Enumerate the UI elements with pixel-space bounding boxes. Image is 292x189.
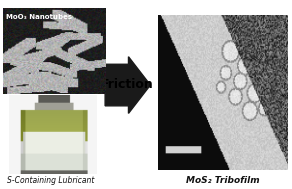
Text: MoO₃ Nanotubes: MoO₃ Nanotubes: [6, 14, 72, 20]
FancyArrow shape: [105, 57, 150, 113]
Text: S-Containing Lubricant: S-Containing Lubricant: [7, 176, 95, 185]
Text: MoS₂ Tribofilm: MoS₂ Tribofilm: [186, 176, 259, 185]
Text: +: +: [44, 93, 59, 111]
Text: Friction: Friction: [101, 78, 153, 91]
